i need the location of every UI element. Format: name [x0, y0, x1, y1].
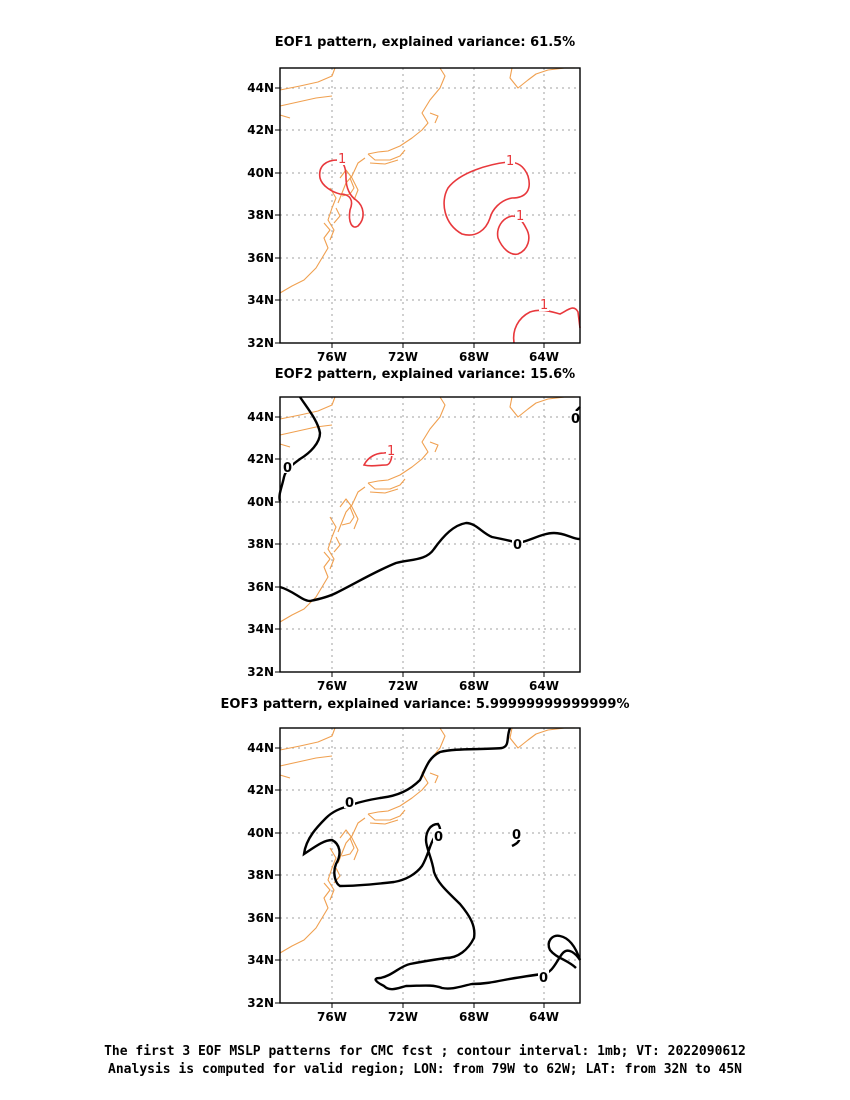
caption-line-2: Analysis is computed for valid region; L… — [108, 1062, 742, 1077]
lat-tick: 36N — [247, 911, 274, 925]
lon-tick: 64W — [529, 1010, 559, 1024]
contour-label: 0 — [539, 971, 548, 986]
lat-tick: 38N — [247, 868, 274, 882]
lon-tick: 64W — [529, 350, 559, 364]
lat-tick: 40N — [247, 826, 274, 840]
lat-tick: 44N — [247, 81, 274, 95]
lat-tick: 34N — [247, 953, 274, 967]
contour-label: 1 — [540, 298, 548, 313]
lat-tick: 32N — [247, 665, 274, 679]
caption-line-1: The first 3 EOF MSLP patterns for CMC fc… — [104, 1044, 746, 1059]
map-panel-eof2: 1 0 0 0 44N 42N 40N 38N 36N 34N 32N — [247, 396, 581, 693]
contour-label: 0 — [283, 461, 292, 476]
panel-title-eof2: EOF2 pattern, explained variance: 15.6% — [274, 367, 576, 382]
lat-tick: 36N — [247, 580, 274, 594]
lon-tick: 72W — [388, 679, 418, 693]
lat-tick: 42N — [247, 783, 274, 797]
contour-label: 0 — [512, 828, 521, 843]
lat-tick: 40N — [247, 495, 274, 509]
graticule — [280, 397, 580, 672]
lon-tick: 76W — [317, 679, 347, 693]
lat-tick: 34N — [247, 622, 274, 636]
map-frame — [280, 728, 580, 1003]
lat-tick: 38N — [247, 537, 274, 551]
lon-tick: 72W — [388, 350, 418, 364]
lon-tick: 68W — [459, 679, 489, 693]
lat-tick: 44N — [247, 410, 274, 424]
contour-label: 1 — [338, 152, 346, 167]
map-panel-eof3: 0 0 0 0 44N 42N 40N 38N 36N 34N 32N — [247, 727, 582, 1024]
lat-tick: 32N — [247, 996, 274, 1010]
panel-title-eof1: EOF1 pattern, explained variance: 61.5% — [274, 35, 576, 50]
positive-contours — [362, 451, 393, 467]
map-frame — [280, 397, 580, 672]
lon-tick: 68W — [459, 350, 489, 364]
lat-tick: 34N — [247, 293, 274, 307]
contour-label: 1 — [516, 209, 524, 224]
contour-label: 0 — [345, 796, 354, 811]
lon-tick: 72W — [388, 1010, 418, 1024]
positive-contours — [318, 159, 581, 344]
map-frame — [280, 68, 580, 343]
contour-label: 0 — [571, 412, 580, 427]
lat-tick: 38N — [247, 208, 274, 222]
lat-tick: 42N — [247, 123, 274, 137]
lat-tick: 36N — [247, 251, 274, 265]
lat-tick: 40N — [247, 166, 274, 180]
lon-tick: 76W — [317, 350, 347, 364]
lat-tick: 32N — [247, 336, 274, 350]
lat-tick: 44N — [247, 741, 274, 755]
contour-label: 1 — [506, 154, 514, 169]
lon-tick: 64W — [529, 679, 559, 693]
contour-label: 0 — [434, 830, 443, 845]
contour-label: 1 — [387, 444, 395, 459]
lat-tick: 42N — [247, 452, 274, 466]
panel-title-eof3: EOF3 pattern, explained variance: 5.9999… — [220, 697, 630, 712]
lon-tick: 68W — [459, 1010, 489, 1024]
map-panel-eof1: 1 1 1 1 44N 42N 40N 38N 36N 34N 32N — [247, 67, 581, 364]
lon-tick: 76W — [317, 1010, 347, 1024]
contour-label: 0 — [513, 538, 522, 553]
